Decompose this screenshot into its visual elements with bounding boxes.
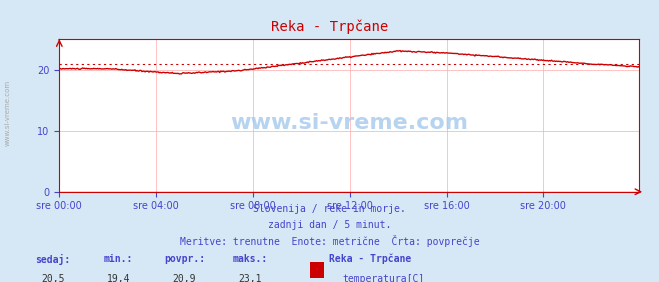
Text: Slovenija / reke in morje.: Slovenija / reke in morje. (253, 204, 406, 214)
Text: Reka - Trpčane: Reka - Trpčane (330, 254, 412, 264)
Text: 20,9: 20,9 (173, 274, 196, 282)
Text: Reka - Trpčane: Reka - Trpčane (271, 20, 388, 34)
Text: Meritve: trenutne  Enote: metrične  Črta: povprečje: Meritve: trenutne Enote: metrične Črta: … (180, 235, 479, 248)
Text: temperatura[C]: temperatura[C] (343, 274, 425, 282)
Text: sedaj:: sedaj: (35, 254, 71, 265)
Text: www.si-vreme.com: www.si-vreme.com (5, 80, 11, 146)
Text: 19,4: 19,4 (107, 274, 130, 282)
Text: min.:: min.: (104, 254, 133, 264)
Text: zadnji dan / 5 minut.: zadnji dan / 5 minut. (268, 220, 391, 230)
Text: www.si-vreme.com: www.si-vreme.com (230, 113, 469, 133)
Text: povpr.:: povpr.: (164, 254, 205, 264)
Text: 20,5: 20,5 (41, 274, 65, 282)
Text: maks.:: maks.: (233, 254, 268, 264)
Text: 23,1: 23,1 (239, 274, 262, 282)
